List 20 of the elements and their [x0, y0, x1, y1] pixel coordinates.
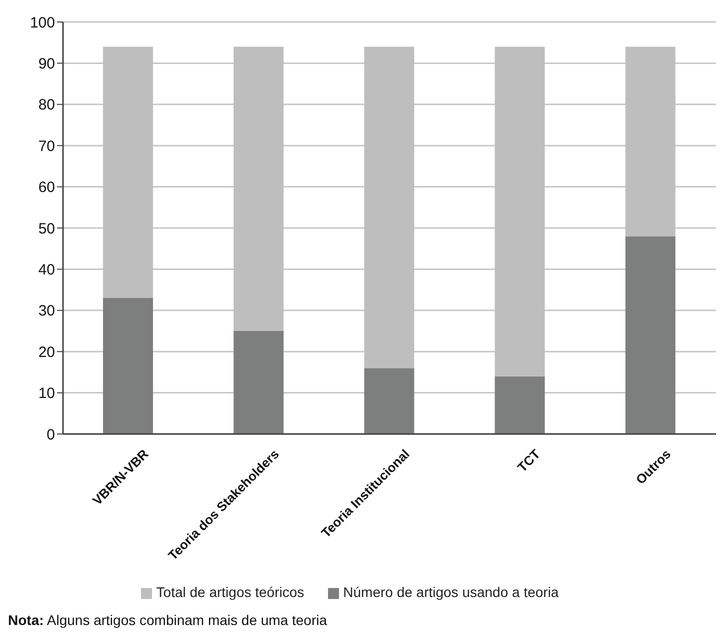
y-tick-label: 50	[38, 220, 55, 238]
y-tick-label: 60	[38, 179, 55, 196]
y-tick-label: 40	[38, 262, 55, 279]
x-tick-label: TCT	[514, 446, 544, 475]
text: Nota: Alguns artigos combinam mais de uma teoria	[8, 612, 328, 628]
y-tick-label: 80	[38, 96, 55, 114]
legend-label: Número de artigos usando a teoria	[343, 584, 559, 600]
legend-label: Total de artigos teóricos	[156, 584, 304, 600]
bar	[364, 368, 414, 434]
y-tick-label: 30	[38, 302, 55, 320]
bar	[625, 236, 676, 434]
y-tick-label: 70	[38, 138, 55, 155]
y-tick-label: 20	[38, 344, 55, 361]
y-tick-label: 0	[46, 426, 55, 444]
y-tick-label: 90	[38, 56, 55, 73]
bar	[234, 331, 284, 434]
bar	[494, 376, 545, 434]
y-tick-label: 100	[30, 14, 55, 32]
y-tick-label: 10	[38, 385, 55, 402]
bar	[103, 298, 153, 434]
